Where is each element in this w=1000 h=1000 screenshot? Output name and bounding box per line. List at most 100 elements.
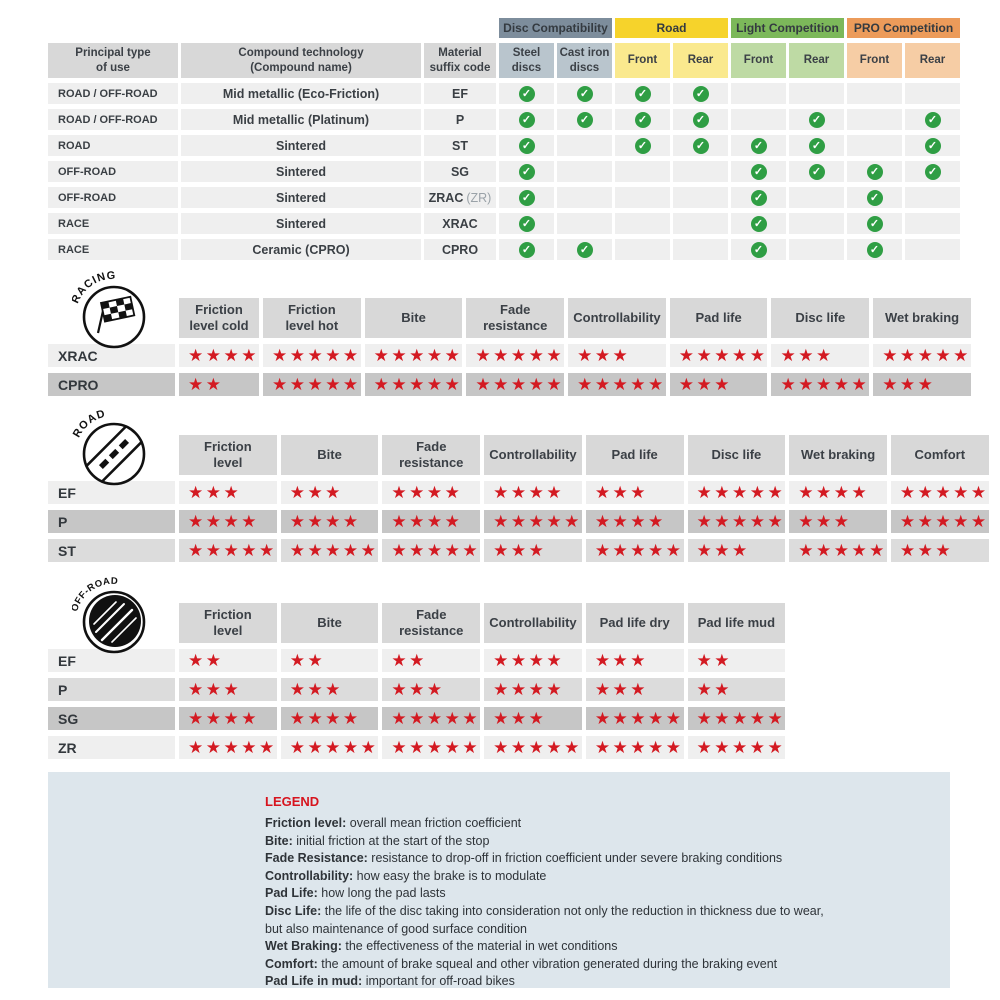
star-rating: ★★★★ [493,651,565,670]
star-rating: ★★★ [391,680,445,699]
group-header: Road [615,18,728,38]
row-label: SG [48,707,175,730]
column-header: Fade resistance [382,435,481,475]
legend-desc: important for off-road bikes [365,974,515,989]
star-rating: ★★★★★ [188,541,277,560]
column-header: Friction level [179,603,277,643]
column-header: Compound technology (Compound name) [181,43,421,78]
rating-cell: ★★★ [179,678,277,701]
star-rating: ★★ [696,680,732,699]
check-cell: ✓ [731,161,786,182]
star-rating: ★★★ [577,346,631,365]
rating-cell: ★★★★ [179,510,277,533]
column-header: Disc life [687,435,786,475]
star-rating: ★★★ [594,680,649,699]
star-rating: ★★★★★ [271,346,361,365]
racing-flag-icon: RACING [72,271,146,349]
check-cell [557,187,612,208]
rating-cell: ★★★★ [179,707,277,730]
rating-cell: ★★★★★ [789,539,887,562]
star-rating: ★★★ [493,709,547,728]
star-rating: ★★★★ [391,512,463,531]
star-rating: ★★★★★ [899,512,989,531]
rating-cell: ★★★★★ [262,373,361,396]
legend-term: Wet Braking: [265,939,346,954]
rating-cell: ★★★★★ [466,344,565,367]
check-cell: ✓ [673,109,728,130]
tech-cell: Ceramic (CPRO) [181,239,421,260]
rating-cell: ★★★ [179,481,277,504]
legend-term: Disc Life: [265,903,325,918]
rating-cell: ★★★ [484,707,582,730]
column-header: Comfort [890,435,989,475]
check-icon: ✓ [518,189,535,206]
check-cell: ✓ [789,161,844,182]
rating-cell: ★★★★★ [280,736,379,759]
column-header: Disc life [771,298,870,338]
road-ratings-section: ROAD Friction level Bite Fade resistance Co… [48,408,989,562]
offroad-ratings-table: Friction level Bite Fade resistance Control… [48,603,786,759]
star-rating: ★★★★★ [373,346,463,365]
check-icon: ✓ [750,137,767,154]
rating-cell: ★★★★★ [669,344,768,367]
rating-cell: ★★★★★ [466,373,565,396]
row-label: EF [48,649,175,672]
check-icon: ✓ [750,215,767,232]
tech-cell: Sintered [181,187,421,208]
column-header: Front [847,43,902,78]
rating-cell: ★★★★ [484,481,582,504]
legend-item: Friction level: overall mean friction co… [265,815,920,833]
check-cell: ✓ [499,213,554,234]
tech-cell: Sintered [181,213,421,234]
check-cell: ✓ [557,109,612,130]
check-cell: ✓ [731,239,786,260]
legend-term: Pad Life: [265,886,322,901]
rating-cell: ★★★★ [382,481,481,504]
legend-item: but also maintenance of good surface con… [265,921,920,939]
star-rating: ★★★ [188,680,242,699]
rating-cell: ★★★★★ [890,510,989,533]
suffix-cell: XRAC [424,213,496,234]
check-cell [731,109,786,130]
rating-cell: ★★★ [585,678,684,701]
legend-item: Bite: initial friction at the start of t… [265,833,920,851]
star-rating: ★★★★ [188,512,259,531]
star-rating: ★★★★★ [678,346,768,365]
rating-cell: ★★★★★ [382,539,481,562]
star-rating: ★★★★ [798,483,870,502]
column-header: Rear [673,43,728,78]
legend-desc: the life of the disc taking into conside… [324,903,824,918]
check-cell: ✓ [557,83,612,104]
star-rating: ★★★★★ [696,738,786,757]
check-icon: ✓ [576,85,593,102]
check-icon: ✓ [518,111,535,128]
legend-term: Pad Life in mud: [265,974,366,989]
column-header: Bite [280,603,379,643]
rating-cell: ★★★★★ [262,344,361,367]
check-cell [673,213,728,234]
rating-cell: ★★★★★ [280,539,379,562]
check-icon: ✓ [692,111,709,128]
tech-cell: Mid metallic (Platinum) [181,109,421,130]
check-cell: ✓ [615,109,670,130]
star-rating: ★★★★ [188,709,259,728]
star-rating: ★★ [188,375,224,394]
star-rating: ★★★ [798,512,852,531]
rating-cell: ★★★★★ [687,481,786,504]
road-ratings-table: Friction level Bite Fade resistance Control… [48,435,989,562]
suffix-cell: P [424,109,496,130]
star-rating: ★★★ [899,541,954,560]
column-header: Material suffix code [424,43,496,78]
use-cell: ROAD / OFF-ROAD [48,83,178,104]
check-cell: ✓ [789,109,844,130]
check-cell: ✓ [557,239,612,260]
star-rating: ★★ [188,651,224,670]
use-cell: ROAD [48,135,178,156]
check-cell: ✓ [499,161,554,182]
rating-cell: ★★★★★ [364,344,463,367]
star-rating: ★★ [696,651,732,670]
star-rating: ★★★★★ [882,346,971,365]
column-header: Friction level hot [262,298,361,338]
rating-cell: ★★★★★ [585,707,684,730]
